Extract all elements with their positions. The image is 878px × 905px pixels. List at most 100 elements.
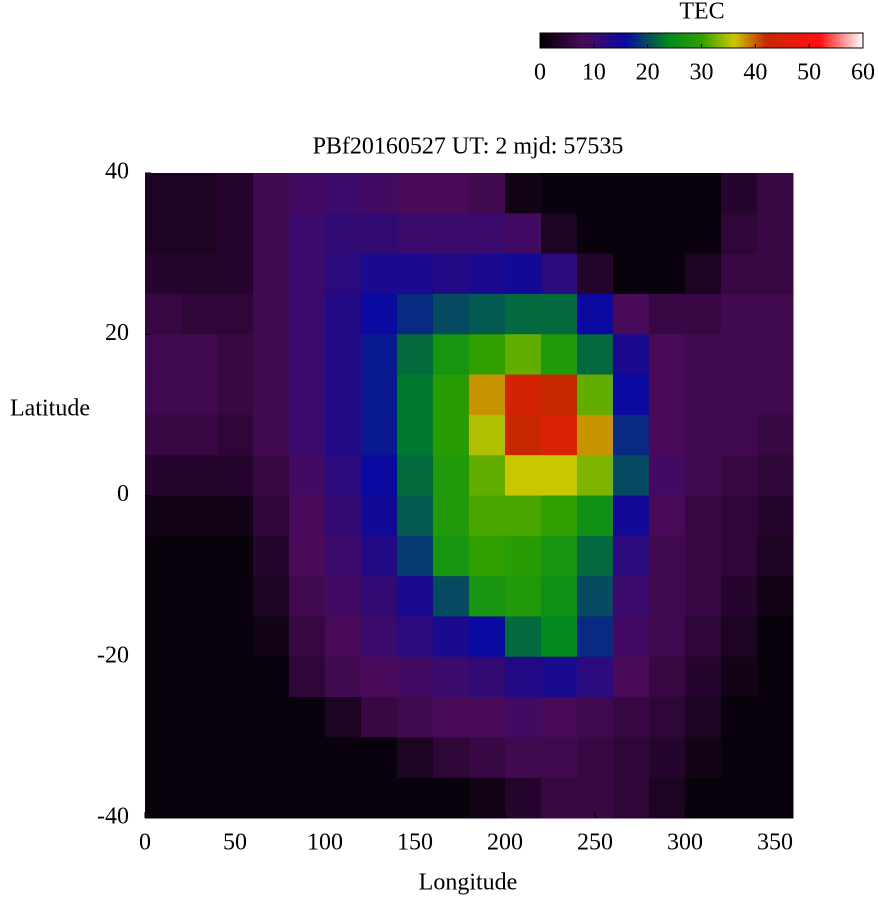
heat-cell [217, 293, 254, 335]
heat-cell [541, 495, 578, 537]
heat-cell [757, 535, 794, 577]
heat-cell [361, 253, 398, 295]
heat-cell [253, 213, 290, 255]
heat-cell [145, 697, 182, 738]
heat-cell [649, 374, 686, 416]
heat-cell [541, 535, 578, 577]
y-tick-label: 20 [105, 320, 129, 346]
heat-cell [217, 213, 254, 255]
heat-cell [541, 777, 578, 819]
heat-cell [649, 697, 686, 738]
heat-cell [721, 455, 758, 496]
heat-cell [397, 777, 434, 819]
heat-cell [289, 777, 326, 819]
heatmap [145, 173, 794, 819]
heat-cell [361, 173, 398, 214]
heat-cell [145, 616, 182, 658]
heat-cell [289, 535, 326, 577]
heat-cell [181, 697, 218, 738]
heat-cell [217, 173, 254, 214]
heat-cell [469, 576, 506, 617]
heat-cell [505, 535, 542, 577]
heat-cell [613, 293, 650, 335]
heat-cell [397, 213, 434, 255]
heat-cell [577, 616, 614, 658]
heat-cell [721, 293, 758, 335]
heat-cell [217, 253, 254, 295]
heat-cell [685, 173, 722, 214]
heat-cell [721, 374, 758, 416]
heat-cell [433, 253, 470, 295]
heat-cell [757, 213, 794, 255]
heat-cell [721, 777, 758, 819]
colorbar-tick-label: 60 [851, 60, 875, 86]
heat-cell [577, 495, 614, 537]
heat-cell [361, 455, 398, 496]
heat-cell [721, 253, 758, 295]
heat-cell [685, 455, 722, 496]
heat-cell [541, 173, 578, 214]
heat-cell [505, 777, 542, 819]
heat-cell [649, 656, 686, 698]
heat-cell [253, 535, 290, 577]
heat-cell [145, 414, 182, 456]
heat-cell [433, 173, 470, 214]
heat-cell [181, 777, 218, 819]
heat-cell [649, 293, 686, 335]
heat-cell [505, 697, 542, 738]
x-tick-label: 300 [667, 830, 703, 856]
heat-cell [181, 495, 218, 537]
heat-cell [361, 535, 398, 577]
heat-cell [577, 656, 614, 698]
heat-cell [325, 697, 362, 738]
heat-cell [145, 173, 182, 214]
heat-cell [685, 334, 722, 376]
heat-cell [757, 414, 794, 456]
heat-cell [145, 455, 182, 496]
heat-cell [397, 535, 434, 577]
heat-cell [577, 293, 614, 335]
heat-cell [361, 616, 398, 658]
heat-cell [397, 576, 434, 617]
x-tick-label: 200 [487, 830, 523, 856]
heat-cell [757, 293, 794, 335]
heat-cell [325, 173, 362, 214]
heat-cell [469, 697, 506, 738]
heat-cell [217, 777, 254, 819]
heat-cell [181, 213, 218, 255]
heat-cell [757, 173, 794, 214]
heat-cell [361, 414, 398, 456]
heat-cell [685, 616, 722, 658]
heat-cell [469, 374, 506, 416]
heat-cell [145, 253, 182, 295]
heat-cell [721, 576, 758, 617]
heat-cell [649, 495, 686, 537]
heat-cell [505, 576, 542, 617]
heat-cell [757, 576, 794, 617]
heat-cell [757, 374, 794, 416]
heat-cell [433, 777, 470, 819]
x-tick-label: 350 [757, 830, 793, 856]
colorbar-label: TEC [679, 0, 724, 25]
heat-cell [685, 576, 722, 617]
heat-cell [541, 576, 578, 617]
heat-cell [217, 374, 254, 416]
heat-cell [325, 535, 362, 577]
x-tick-label: 50 [223, 830, 247, 856]
heat-cell [505, 656, 542, 698]
colorbar-tick-label: 30 [690, 60, 714, 86]
heat-cell [469, 213, 506, 255]
heat-cell [181, 535, 218, 577]
heat-cell [469, 455, 506, 496]
heat-cell [577, 173, 614, 214]
heat-cell [541, 213, 578, 255]
heat-cell [613, 495, 650, 537]
heat-cell [433, 293, 470, 335]
heat-cell [289, 374, 326, 416]
heat-cell [325, 374, 362, 416]
heat-cell [577, 697, 614, 738]
heat-cell [505, 334, 542, 376]
heat-cell [361, 576, 398, 617]
heat-cell [145, 535, 182, 577]
